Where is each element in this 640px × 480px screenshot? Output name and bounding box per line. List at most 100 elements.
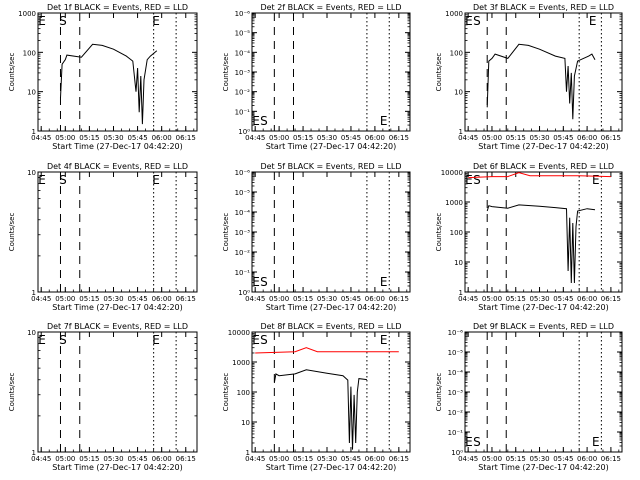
x-tick-label: 05:00 [55, 455, 75, 463]
x-tick-label: 05:30 [529, 295, 549, 303]
y-axis-label: Counts/sec [222, 373, 230, 412]
y-tick-label: 10⁻¹ [235, 108, 251, 116]
x-tick-label: 05:15 [293, 295, 313, 303]
panel-det-7: Det 7f BLACK = Events, RED = LLD 1 10 Count… [8, 322, 198, 472]
panel-det-1: Det 1f BLACK = Events, RED = LLD 1 10 100 10… [8, 3, 198, 151]
x-axis-label: Start Time (27-Dec-17 04:42:20) [478, 142, 609, 151]
x-tick-label: 05:30 [529, 134, 549, 142]
y-tick-label: 10 [27, 169, 36, 177]
x-axis-label: Start Time (27-Dec-17 04:42:20) [52, 463, 183, 472]
x-tick-label: 05:00 [482, 455, 502, 463]
e-marker: E [380, 333, 388, 347]
x-tick-label: 04:45 [31, 295, 51, 303]
x-tick-label: 05:15 [293, 134, 313, 142]
y-tick-label: 100 [450, 229, 463, 237]
x-tick-label: 05:45 [127, 455, 147, 463]
y-tick-label: 1 [459, 128, 463, 136]
x-tick-label: 05:45 [341, 295, 361, 303]
x-tick-label: 06:00 [152, 455, 172, 463]
s-marker: S [260, 114, 268, 128]
plot-frame [251, 331, 411, 453]
x-tick-label: 04:45 [245, 295, 265, 303]
panel-det-2: Det 2f BLACK = Events, RED = LLD 10⁰ 10⁻¹ 1… [222, 3, 411, 151]
panel-title: Det 3f BLACK = Events, RED = LLD [473, 3, 614, 12]
x-tick-label: 05:00 [269, 295, 289, 303]
y-tick-label: 10⁻⁴ [448, 369, 464, 377]
plot-frame [464, 12, 623, 132]
x-tick-label: 06:15 [389, 134, 409, 142]
x-tick-label: 06:15 [176, 134, 196, 142]
plot-frame [37, 331, 198, 453]
y-tick-label: 100 [23, 49, 36, 57]
x-tick-label: 06:00 [152, 134, 172, 142]
e-marker: E [589, 14, 597, 28]
e-marker: E [380, 114, 388, 128]
e-marker: E [152, 333, 160, 347]
x-tick-label: 04:45 [31, 455, 51, 463]
x-tick-label: 05:00 [55, 295, 75, 303]
y-tick-label: 10⁰ [238, 289, 250, 297]
x-tick-label: 05:15 [506, 295, 526, 303]
y-tick-label: 10⁻¹ [235, 269, 251, 277]
plot-frame [464, 331, 623, 453]
y-tick-label: 10⁻³ [235, 69, 251, 77]
e-marker: E [152, 14, 160, 28]
panel-det-6: Det 6f BLACK = Events, RED = LLD 1 10 100 10… [435, 162, 623, 312]
panel-title: Det 5f BLACK = Events, RED = LLD [260, 162, 401, 171]
x-tick-label: 05:45 [127, 295, 147, 303]
y-axis-label: Counts/sec [435, 213, 443, 252]
y-tick-label: 10 [27, 89, 36, 97]
y-tick-label: 10 [241, 419, 250, 427]
x-tick-label: 06:00 [365, 295, 385, 303]
y-tick-label: 10⁻⁶ [448, 329, 464, 337]
events-series-line [486, 43, 596, 120]
y-axis-label: Counts/sec [222, 53, 230, 92]
s-marker: S [473, 14, 481, 28]
x-tick-label: 06:00 [365, 455, 385, 463]
y-tick-label: 100 [450, 49, 463, 57]
y-tick-label: 10⁻⁴ [235, 49, 251, 57]
y-tick-label: 1000 [445, 10, 463, 18]
x-tick-label: 05:15 [293, 455, 313, 463]
x-tick-label: 05:45 [341, 455, 361, 463]
x-tick-label: 05:45 [341, 134, 361, 142]
panel-title: Det 7f BLACK = Events, RED = LLD [47, 322, 188, 331]
x-tick-label: 06:15 [389, 455, 409, 463]
y-axis-label: Counts/sec [8, 373, 16, 412]
x-axis-label: Start Time (27-Dec-17 04:42:20) [266, 303, 397, 312]
e-marker: E [252, 333, 260, 347]
panel-title: Det 6f BLACK = Events, RED = LLD [473, 162, 614, 171]
y-tick-label: 10⁻⁴ [235, 209, 251, 217]
x-tick-label: 04:45 [245, 134, 265, 142]
e-marker: E [38, 173, 46, 187]
x-tick-label: 05:45 [553, 295, 573, 303]
s-marker: S [260, 275, 268, 289]
x-tick-label: 05:15 [506, 455, 526, 463]
y-tick-label: 10⁻³ [448, 389, 464, 397]
s-marker: S [59, 333, 67, 347]
y-tick-label: 1 [32, 128, 36, 136]
x-tick-label: 05:00 [55, 134, 75, 142]
panel-title: Det 2f BLACK = Events, RED = LLD [260, 3, 401, 12]
x-tick-label: 05:45 [127, 134, 147, 142]
x-tick-label: 05:30 [317, 295, 337, 303]
panel-det-3: Det 3f BLACK = Events, RED = LLD 1 10 100 10… [435, 3, 623, 151]
x-tick-label: 05:00 [269, 455, 289, 463]
y-axis-label: Counts/sec [8, 53, 16, 92]
y-tick-label: 10⁻⁵ [235, 30, 251, 38]
x-tick-label: 06:15 [601, 134, 621, 142]
y-tick-label: 1 [459, 289, 463, 297]
x-tick-label: 04:45 [245, 455, 265, 463]
events-series-line [60, 43, 158, 125]
x-axis-label: Start Time (27-Dec-17 04:42:20) [478, 463, 609, 472]
y-tick-label: 10 [454, 259, 463, 267]
x-tick-label: 06:15 [389, 295, 409, 303]
events-series-line [486, 204, 596, 284]
x-tick-label: 05:00 [269, 134, 289, 142]
x-tick-label: 05:45 [553, 455, 573, 463]
y-tick-label: 100 [237, 389, 250, 397]
panel-title: Det 4f BLACK = Events, RED = LLD [47, 162, 188, 171]
lld-series-line [255, 347, 399, 354]
x-tick-label: 06:00 [152, 295, 172, 303]
